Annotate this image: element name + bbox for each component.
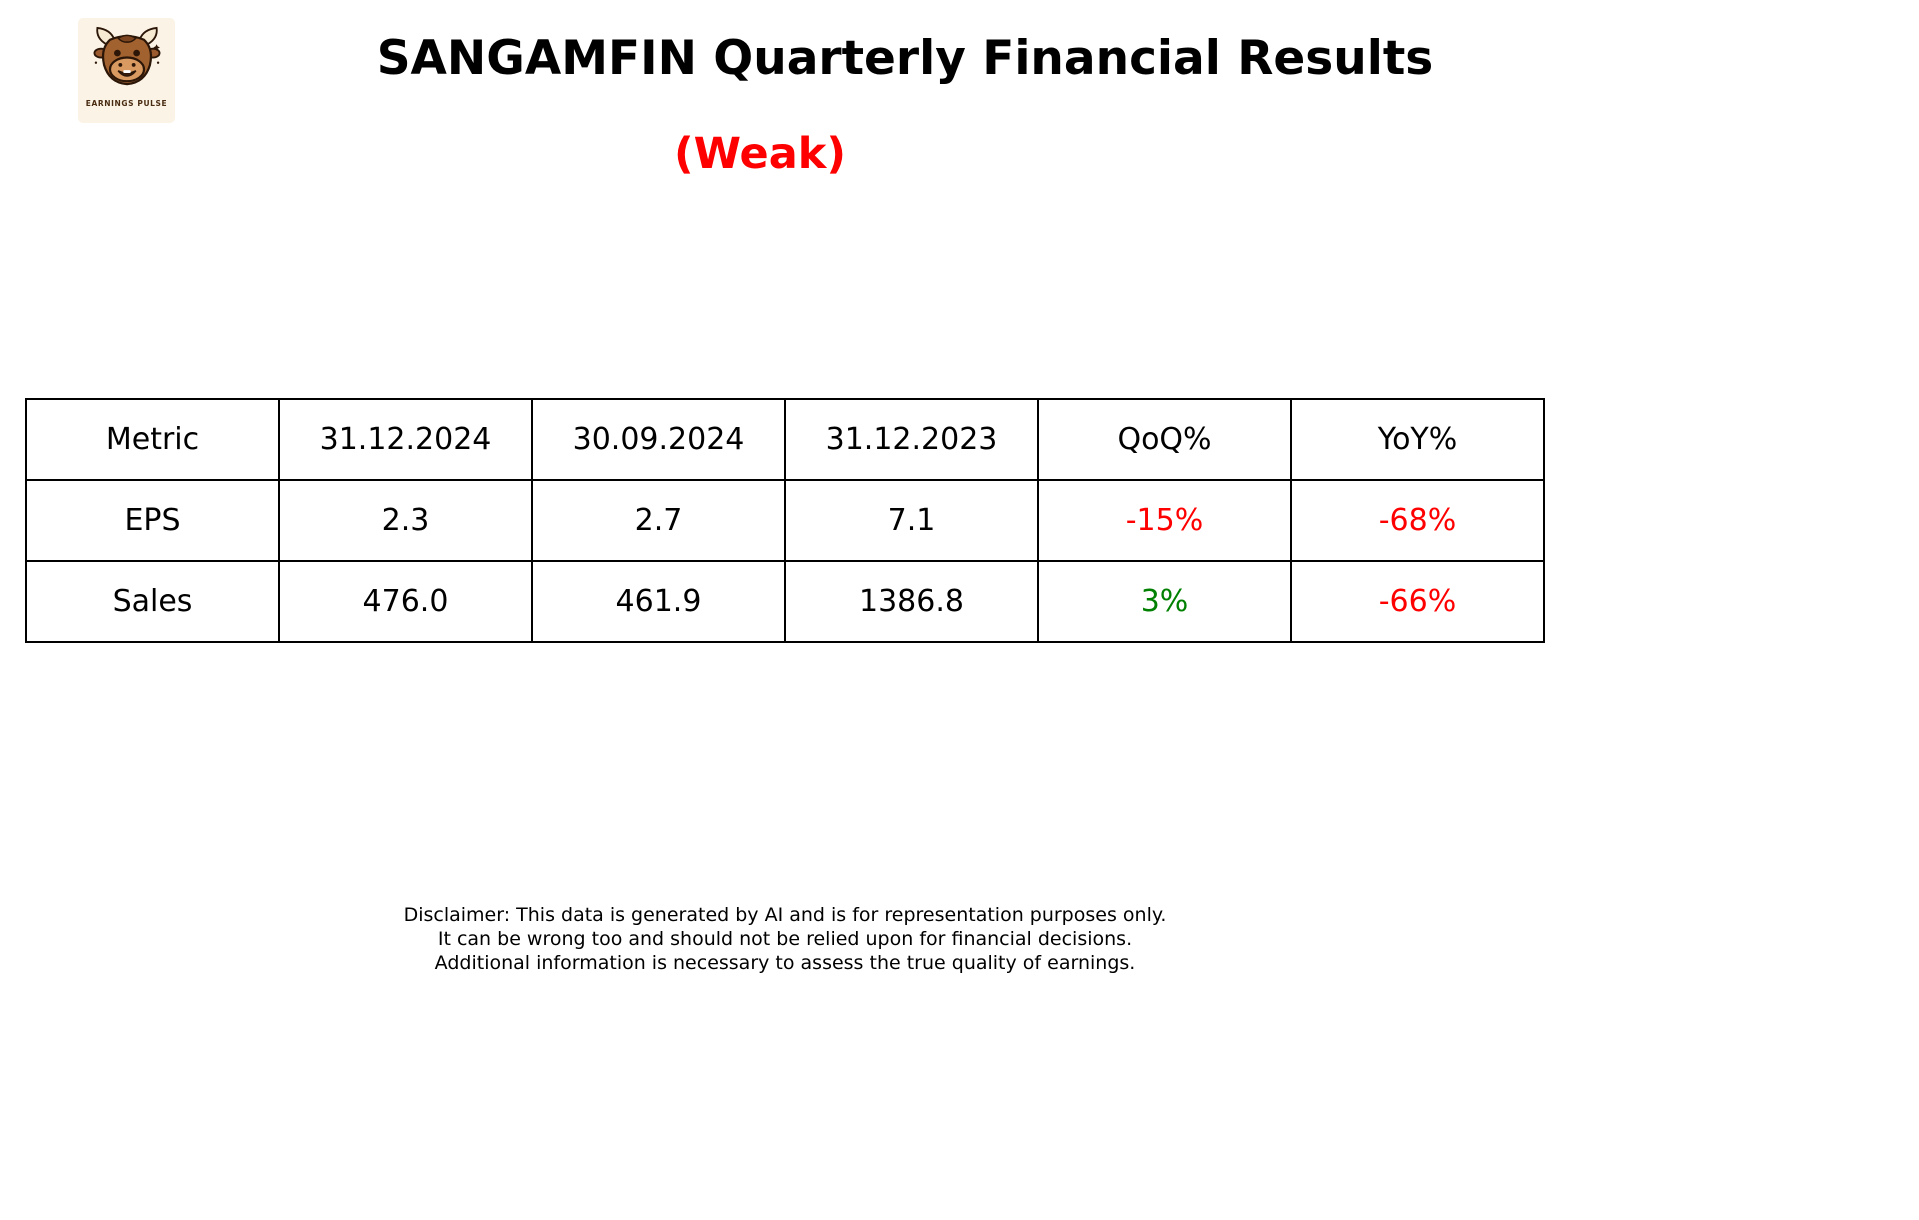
earnings-pulse-logo: EARNINGS PULSE <box>78 18 175 123</box>
column-header: Metric <box>25 398 280 481</box>
results-table: Metric 31.12.2024 30.09.2024 31.12.2023 QoQ%… <box>25 398 1545 643</box>
disclaimer-line: It can be wrong too and should not be re… <box>437 928 1133 950</box>
disclaimer: Disclaimer: This data is generated by AI… <box>404 903 1167 975</box>
column-header: YoY% <box>1290 398 1545 481</box>
table-cell: Sales <box>25 560 280 643</box>
table-cell: 1386.8 <box>784 560 1039 643</box>
table-cell: 2.3 <box>278 479 533 562</box>
table-cell: 7.1 <box>784 479 1039 562</box>
disclaimer-line: Disclaimer: This data is generated by AI… <box>403 904 1167 926</box>
verdict-label: (Weak) <box>674 129 846 179</box>
table-cell: 476.0 <box>278 560 533 643</box>
column-header: 31.12.2023 <box>784 398 1039 481</box>
page-title: SANGAMFIN Quarterly Financial Results <box>376 31 1434 86</box>
table-body: EPS 2.3 2.7 7.1 -15% -68% Sales 476.0 461.9 1386.… <box>25 479 1545 643</box>
column-header: QoQ% <box>1037 398 1292 481</box>
bull-cartoon-icon <box>93 26 160 86</box>
table-cell: -66% <box>1290 560 1545 643</box>
table-cell: 2.7 <box>531 479 786 562</box>
disclaimer-line: Additional information is necessary to a… <box>434 952 1136 974</box>
table-cell: EPS <box>25 479 280 562</box>
header-row: Metric 31.12.2024 30.09.2024 31.12.2023 QoQ%… <box>25 398 1545 481</box>
table-cell: 3% <box>1037 560 1292 643</box>
table-row: Sales 476.0 461.9 1386.8 3% -66% <box>25 560 1545 643</box>
logo-brand-text: EARNINGS PULSE <box>85 99 168 108</box>
table-cell: 461.9 <box>531 560 786 643</box>
table-cell: -15% <box>1037 479 1292 562</box>
table-cell: -68% <box>1290 479 1545 562</box>
column-header: 31.12.2024 <box>278 398 533 481</box>
table-row: EPS 2.3 2.7 7.1 -15% -68% <box>25 479 1545 562</box>
column-header: 30.09.2024 <box>531 398 786 481</box>
